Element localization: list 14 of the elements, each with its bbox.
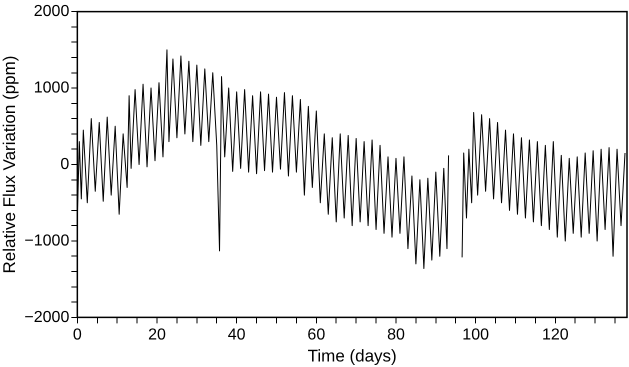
y-tick-label: 2000 (34, 3, 70, 20)
y-tick-label: −2000 (24, 308, 70, 326)
x-tick-label: 60 (307, 326, 326, 344)
x-tick-label: 20 (148, 326, 166, 344)
x-tick-label: 0 (72, 326, 82, 344)
x-axis-title: Time (days) (308, 346, 397, 366)
y-tick-label: 1000 (34, 79, 70, 96)
y-tick-label: 0 (60, 156, 70, 173)
x-tick-label: 80 (387, 326, 405, 344)
y-axis-title: Relative Flux Variation (ppm) (0, 56, 19, 274)
x-tick-label: 100 (462, 326, 490, 344)
x-tick-label: 40 (228, 326, 246, 344)
x-tick-label: 120 (542, 326, 569, 344)
y-tick-label: −1000 (24, 232, 70, 250)
